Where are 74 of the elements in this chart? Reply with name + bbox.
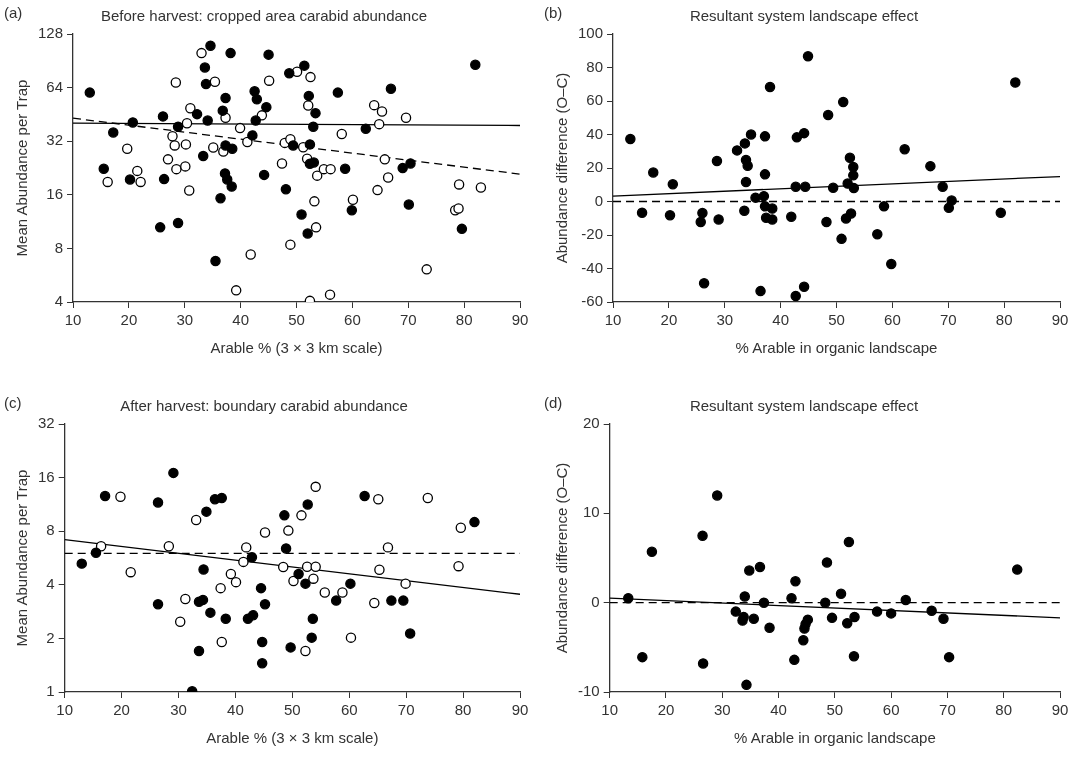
x-tick-label: 40 [232, 311, 249, 329]
y-tick-label: 4 [54, 292, 64, 310]
x-tick-label: 30 [713, 701, 731, 719]
x-axis-title: Arable % (3 × 3 km scale) [206, 729, 379, 747]
x-tick-label: 50 [288, 311, 305, 329]
y-axis-title: Mean Abundance per Trap [13, 469, 31, 647]
x-tick-label: 80 [455, 311, 473, 329]
y-tick-label: 64 [46, 77, 64, 95]
text: (b) [544, 3, 563, 21]
y-tick-label: 60 [586, 91, 604, 109]
y-tick-label: 32 [46, 131, 64, 149]
x-tick-label: 90 [1051, 311, 1069, 329]
x-tick-label: 50 [828, 311, 845, 329]
y-axis-title: Abundance difference (O–C) [553, 462, 571, 654]
x-axis-title: Arable % (3 × 3 km scale) [210, 339, 383, 357]
text: (a) [4, 3, 23, 21]
y-tick-label: -10 [577, 682, 600, 700]
y-tick-label: 0 [594, 191, 604, 209]
y-tick-label: 32 [38, 414, 55, 432]
x-axis-title: % Arable in organic landscape [733, 729, 936, 747]
y-tick-label: 8 [54, 238, 64, 256]
y-axis-title: Abundance difference (O–C) [553, 72, 571, 264]
y-tick-label: 0 [591, 592, 600, 610]
y-tick-label: -40 [581, 258, 604, 276]
y-tick-label: -20 [581, 225, 604, 243]
y-tick-label: 80 [586, 57, 604, 75]
x-tick-label: 70 [939, 701, 956, 719]
x-tick-label: 60 [344, 311, 361, 329]
chart-title: Resultant system landscape effect [689, 7, 919, 25]
x-axis-title: % Arable in organic landscape [735, 339, 938, 357]
x-tick-label: 40 [770, 701, 787, 719]
y-tick-label: 4 [46, 574, 55, 592]
x-tick-label: 60 [340, 701, 358, 719]
x-tick-label: 50 [826, 701, 844, 719]
x-tick-label: 20 [120, 311, 138, 329]
chart-title: After harvest: boundary carabid abundance [120, 397, 408, 415]
x-tick-label: 30 [176, 311, 194, 329]
x-tick-label: 70 [939, 311, 957, 329]
y-tick-label: 40 [586, 124, 604, 142]
y-tick-label: 10 [582, 503, 600, 521]
x-tick-label: 80 [454, 701, 472, 719]
chart-title: Resultant system landscape effect [689, 397, 919, 415]
x-tick-label: 20 [113, 701, 130, 719]
x-tick-label: 20 [657, 701, 675, 719]
text: (c) [4, 393, 22, 411]
x-tick-label: 90 [1051, 701, 1069, 719]
y-tick-label: 2 [46, 628, 55, 646]
text: (d) [544, 393, 563, 411]
y-tick-label: 16 [38, 467, 55, 485]
y-tick-label: 1 [46, 682, 55, 700]
y-tick-label: 16 [46, 184, 64, 202]
y-tick-label: 20 [586, 158, 604, 176]
x-tick-label: 50 [284, 701, 301, 719]
x-tick-label: 20 [660, 311, 678, 329]
x-tick-label: 90 [511, 701, 529, 719]
y-tick-label: -60 [581, 292, 604, 310]
x-tick-label: 90 [511, 311, 529, 329]
x-tick-label: 80 [995, 701, 1013, 719]
x-tick-label: 80 [995, 311, 1013, 329]
x-tick-label: 70 [397, 701, 415, 719]
y-tick-label: 8 [46, 521, 55, 539]
y-tick-label: 20 [582, 414, 600, 432]
x-tick-label: 70 [399, 311, 417, 329]
y-tick-label: 128 [38, 24, 64, 42]
x-tick-label: 60 [884, 311, 901, 329]
x-tick-label: 30 [716, 311, 734, 329]
y-axis-title: Mean Abundance per Trap [13, 79, 31, 257]
chart-title: Before harvest: cropped area carabid abundance [100, 7, 428, 25]
x-tick-label: 30 [170, 701, 187, 719]
x-tick-label: 40 [772, 311, 789, 329]
x-tick-label: 60 [882, 701, 900, 719]
y-tick-label: 100 [578, 24, 604, 42]
x-tick-label: 10 [604, 311, 622, 329]
x-tick-label: 40 [227, 701, 244, 719]
